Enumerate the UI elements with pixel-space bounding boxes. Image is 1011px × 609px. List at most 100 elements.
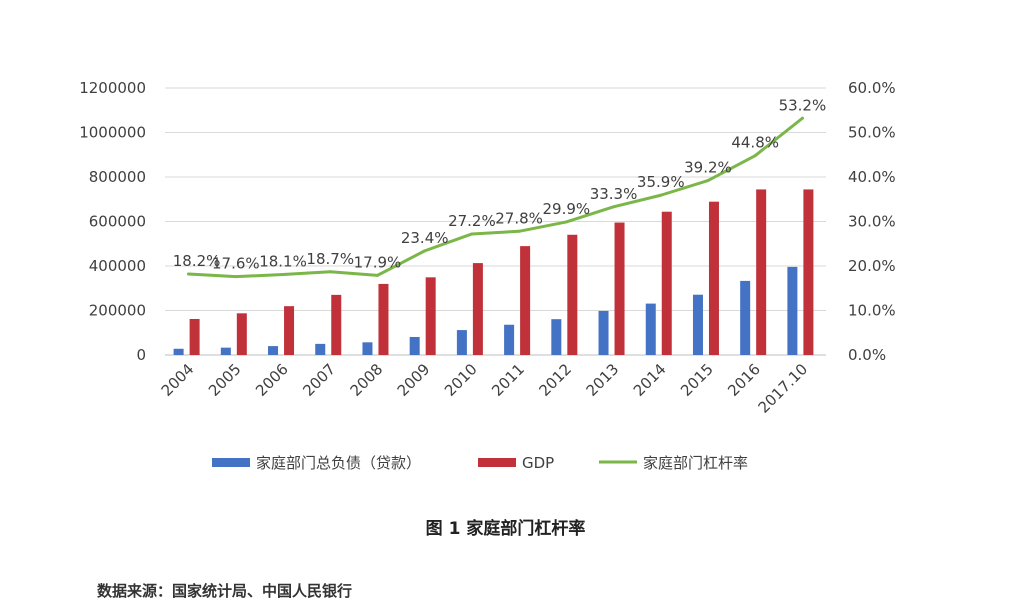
legend: 家庭部门总负债（贷款） GDP 家庭部门杠杆率 bbox=[212, 454, 748, 472]
left-axis-tick-label: 1000000 bbox=[79, 124, 146, 142]
leverage-point bbox=[234, 275, 238, 279]
bar-gdp bbox=[661, 211, 672, 355]
x-axis-tick-label: 2013 bbox=[583, 360, 623, 400]
bar-gdp bbox=[378, 283, 389, 355]
x-axis-tick-label: 2006 bbox=[252, 360, 292, 400]
x-axis-tick-label: 2007 bbox=[299, 360, 339, 400]
legend-label: 家庭部门总负债（贷款） bbox=[256, 454, 421, 472]
right-axis-tick-label: 0.0% bbox=[848, 346, 886, 364]
bar-household-debt bbox=[645, 303, 656, 355]
bar-gdp bbox=[331, 294, 342, 355]
figure-caption: 图 1 家庭部门杠杆率 bbox=[425, 519, 586, 539]
leverage-data-label: 17.9% bbox=[354, 253, 402, 271]
bars bbox=[173, 189, 814, 355]
bar-gdp bbox=[284, 306, 295, 355]
x-axis-tick-label: 2005 bbox=[205, 360, 245, 400]
x-axis-tick-label: 2016 bbox=[724, 360, 764, 400]
leverage-data-label: 17.6% bbox=[212, 255, 260, 273]
bar-household-debt bbox=[740, 280, 751, 355]
bar-gdp bbox=[425, 277, 436, 355]
leverage-point bbox=[281, 272, 285, 276]
leverage-point bbox=[753, 154, 757, 158]
bar-gdp bbox=[614, 222, 625, 355]
legend-label: 家庭部门杠杆率 bbox=[643, 454, 748, 472]
leverage-data-label: 18.1% bbox=[259, 252, 307, 270]
leverage-data-label: 18.7% bbox=[306, 250, 354, 268]
right-axis-tick-label: 30.0% bbox=[848, 213, 896, 231]
leverage-data-label: 27.2% bbox=[448, 212, 496, 230]
leverage-data-label: 35.9% bbox=[637, 173, 685, 191]
bar-gdp bbox=[756, 189, 767, 355]
x-axis-tick-label: 2015 bbox=[677, 360, 717, 400]
leverage-data-label: 18.2% bbox=[173, 252, 221, 270]
leverage-point bbox=[187, 272, 191, 276]
bar-gdp bbox=[708, 201, 719, 355]
right-axis: 0.0% 10.0% 20.0% 30.0% 40.0% 50.0% 60.0% bbox=[848, 79, 896, 364]
bar-gdp bbox=[520, 246, 531, 355]
left-axis-tick-label: 400000 bbox=[89, 257, 146, 275]
leverage-point bbox=[612, 205, 616, 209]
bar-household-debt bbox=[220, 347, 231, 355]
leverage-point bbox=[517, 229, 521, 233]
leverage-series-line bbox=[187, 116, 804, 279]
right-axis-tick-label: 50.0% bbox=[848, 124, 896, 142]
bar-household-debt bbox=[409, 336, 420, 355]
legend-label: GDP bbox=[522, 454, 554, 472]
x-axis-tick-label: 2011 bbox=[488, 360, 528, 400]
bar-household-debt bbox=[268, 346, 279, 355]
leverage-point bbox=[564, 220, 568, 224]
leverage-point bbox=[706, 179, 710, 183]
x-axis-tick-label: 2004 bbox=[158, 360, 198, 400]
right-axis-tick-label: 10.0% bbox=[848, 302, 896, 320]
right-axis-tick-label: 20.0% bbox=[848, 257, 896, 275]
leverage-point bbox=[423, 249, 427, 253]
bar-household-debt bbox=[504, 324, 515, 355]
left-axis: 0 200000 400000 600000 800000 1000000 1200000 bbox=[79, 79, 146, 364]
leverage-line bbox=[187, 116, 804, 279]
grid-lines bbox=[165, 87, 826, 356]
x-axis-tick-label: 2012 bbox=[535, 360, 575, 400]
data-source-note: 数据来源：国家统计局、中国人民银行 bbox=[97, 582, 353, 600]
x-axis-tick-label: 2017.10 bbox=[755, 360, 812, 417]
left-axis-tick-label: 0 bbox=[136, 346, 146, 364]
x-axis-tick-label: 2008 bbox=[347, 360, 387, 400]
leverage-point bbox=[328, 270, 332, 274]
leverage-data-label: 39.2% bbox=[684, 159, 732, 177]
bar-gdp bbox=[236, 313, 247, 355]
x-axis-tick-label: 2010 bbox=[441, 360, 481, 400]
left-axis-tick-label: 800000 bbox=[89, 168, 146, 186]
leverage-point bbox=[800, 116, 804, 120]
leverage-data-label: 33.3% bbox=[590, 185, 638, 203]
right-axis-tick-label: 40.0% bbox=[848, 168, 896, 186]
x-axis: 2004 2005 2006 2007 2008 2009 2010 2011 2012 2013… bbox=[158, 360, 812, 417]
left-axis-tick-label: 200000 bbox=[89, 302, 146, 320]
legend-swatch bbox=[212, 458, 250, 467]
data-labels: 18.2%17.6% 18.1% 18.7% 17.9% 23.4%27.2% 27.8%… bbox=[173, 96, 826, 272]
right-axis-tick-label: 60.0% bbox=[848, 79, 896, 97]
bar-household-debt bbox=[173, 348, 184, 355]
x-axis-tick-label: 2014 bbox=[630, 360, 670, 400]
leverage-point bbox=[659, 193, 663, 197]
bar-gdp bbox=[472, 263, 483, 355]
bar-household-debt bbox=[692, 294, 703, 355]
leverage-data-label: 53.2% bbox=[779, 96, 827, 114]
bar-gdp bbox=[189, 318, 200, 355]
bar-household-debt bbox=[456, 330, 467, 355]
bar-household-debt bbox=[551, 319, 562, 355]
bar-household-debt bbox=[787, 266, 798, 355]
leverage-data-label: 44.8% bbox=[731, 134, 779, 152]
bar-gdp bbox=[567, 234, 578, 355]
x-axis-tick-label: 2009 bbox=[394, 360, 434, 400]
bar-household-debt bbox=[598, 310, 609, 355]
bar-gdp bbox=[803, 189, 814, 355]
bar-household-debt bbox=[362, 342, 373, 355]
leverage-data-label: 29.9% bbox=[542, 200, 590, 218]
leverage-point bbox=[375, 273, 379, 277]
legend-swatch bbox=[478, 458, 516, 467]
bar-household-debt bbox=[315, 343, 326, 355]
leverage-data-label: 23.4% bbox=[401, 229, 449, 247]
leverage-point bbox=[470, 232, 474, 236]
left-axis-tick-label: 1200000 bbox=[79, 79, 146, 97]
leverage-data-label: 27.8% bbox=[495, 209, 543, 227]
